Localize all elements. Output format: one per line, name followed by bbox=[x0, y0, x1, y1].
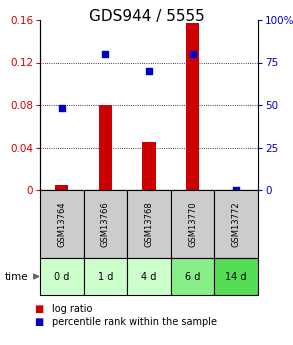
Text: GSM13766: GSM13766 bbox=[101, 201, 110, 247]
Bar bbox=[84, 258, 127, 295]
Point bbox=[59, 106, 64, 111]
Text: 1 d: 1 d bbox=[98, 272, 113, 282]
Text: GSM13768: GSM13768 bbox=[144, 201, 154, 247]
Text: GSM13770: GSM13770 bbox=[188, 201, 197, 247]
Point bbox=[234, 187, 239, 193]
Bar bbox=[142, 142, 156, 190]
Text: GDS944 / 5555: GDS944 / 5555 bbox=[88, 9, 205, 23]
Bar bbox=[127, 258, 171, 295]
Text: 14 d: 14 d bbox=[225, 272, 247, 282]
Point bbox=[147, 68, 151, 74]
Text: 0 d: 0 d bbox=[54, 272, 69, 282]
Text: percentile rank within the sample: percentile rank within the sample bbox=[52, 317, 217, 327]
Bar bbox=[84, 190, 127, 258]
Bar bbox=[55, 185, 68, 190]
Text: 6 d: 6 d bbox=[185, 272, 200, 282]
Text: time: time bbox=[5, 272, 28, 282]
Bar bbox=[171, 258, 214, 295]
Bar bbox=[40, 258, 84, 295]
Bar bbox=[171, 190, 214, 258]
Text: GSM13772: GSM13772 bbox=[232, 201, 241, 247]
Bar bbox=[186, 23, 199, 190]
Bar bbox=[214, 190, 258, 258]
Bar bbox=[40, 190, 84, 258]
Text: ■: ■ bbox=[34, 317, 43, 327]
Point bbox=[103, 51, 108, 57]
Text: 4 d: 4 d bbox=[141, 272, 157, 282]
Bar bbox=[127, 190, 171, 258]
Text: GSM13764: GSM13764 bbox=[57, 201, 66, 247]
Point bbox=[190, 51, 195, 57]
Text: log ratio: log ratio bbox=[52, 304, 92, 314]
Text: ■: ■ bbox=[34, 304, 43, 314]
Bar bbox=[99, 105, 112, 190]
Bar bbox=[214, 258, 258, 295]
